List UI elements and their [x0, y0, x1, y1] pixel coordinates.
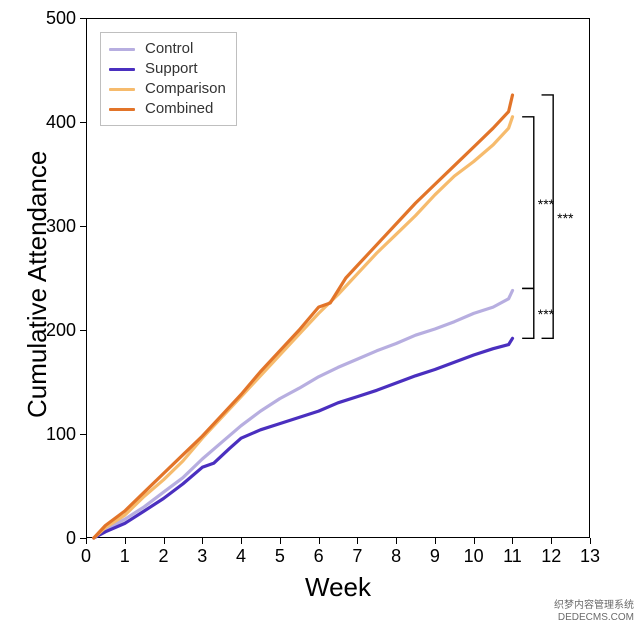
y-tick — [80, 226, 86, 227]
legend: ControlSupportComparisonCombined — [100, 32, 237, 126]
y-tick-label: 0 — [28, 528, 76, 549]
x-tick — [512, 538, 513, 544]
x-tick-label: 0 — [72, 546, 100, 567]
y-tick-label: 100 — [28, 424, 76, 445]
watermark: 织梦内容管理系统 DEDECMS.COM — [554, 600, 634, 624]
x-tick-label: 11 — [498, 546, 526, 567]
x-tick-label: 4 — [227, 546, 255, 567]
x-tick-label: 1 — [111, 546, 139, 567]
x-tick-label: 2 — [150, 546, 178, 567]
series-support — [94, 338, 513, 538]
legend-label: Support — [145, 59, 198, 79]
significance-label: *** — [538, 306, 554, 322]
x-tick — [551, 538, 552, 544]
watermark-line1: 织梦内容管理系统 — [554, 600, 634, 612]
y-tick — [80, 330, 86, 331]
significance-label: *** — [538, 196, 554, 212]
x-tick-label: 10 — [460, 546, 488, 567]
x-tick — [86, 538, 87, 544]
x-tick-label: 3 — [188, 546, 216, 567]
significance-bracket — [522, 288, 534, 338]
x-tick-label: 13 — [576, 546, 604, 567]
legend-swatch — [109, 48, 135, 51]
x-tick — [319, 538, 320, 544]
legend-item: Comparison — [109, 79, 226, 99]
x-tick-label: 7 — [343, 546, 371, 567]
series-combined — [94, 95, 513, 538]
x-tick — [590, 538, 591, 544]
y-tick-label: 300 — [28, 216, 76, 237]
legend-item: Control — [109, 39, 226, 59]
x-tick — [357, 538, 358, 544]
y-tick-label: 200 — [28, 320, 76, 341]
legend-swatch — [109, 68, 135, 71]
legend-item: Combined — [109, 99, 226, 119]
x-tick — [125, 538, 126, 544]
legend-label: Control — [145, 39, 193, 59]
x-tick — [164, 538, 165, 544]
x-tick-label: 8 — [382, 546, 410, 567]
legend-item: Support — [109, 59, 226, 79]
significance-bracket — [542, 95, 554, 338]
significance-bracket — [522, 117, 534, 289]
x-tick — [241, 538, 242, 544]
x-tick-label: 5 — [266, 546, 294, 567]
x-tick — [396, 538, 397, 544]
legend-swatch — [109, 108, 135, 111]
y-tick-label: 400 — [28, 112, 76, 133]
chart-container: Cumulative Attendance Week ControlSuppor… — [0, 0, 640, 626]
y-tick-label: 500 — [28, 8, 76, 29]
x-tick — [474, 538, 475, 544]
y-tick — [80, 122, 86, 123]
x-tick — [280, 538, 281, 544]
y-tick — [80, 434, 86, 435]
significance-label: *** — [557, 210, 573, 226]
legend-swatch — [109, 88, 135, 91]
x-tick-label: 9 — [421, 546, 449, 567]
x-tick-label: 12 — [537, 546, 565, 567]
legend-label: Comparison — [145, 79, 226, 99]
x-tick-label: 6 — [305, 546, 333, 567]
legend-label: Combined — [145, 99, 213, 119]
x-tick — [435, 538, 436, 544]
y-tick — [80, 18, 86, 19]
watermark-line2: DEDECMS.COM — [554, 612, 634, 624]
x-tick — [202, 538, 203, 544]
